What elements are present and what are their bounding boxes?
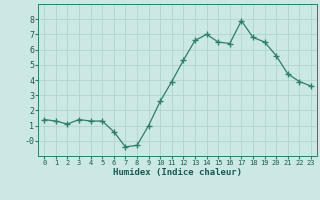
X-axis label: Humidex (Indice chaleur): Humidex (Indice chaleur): [113, 168, 242, 177]
